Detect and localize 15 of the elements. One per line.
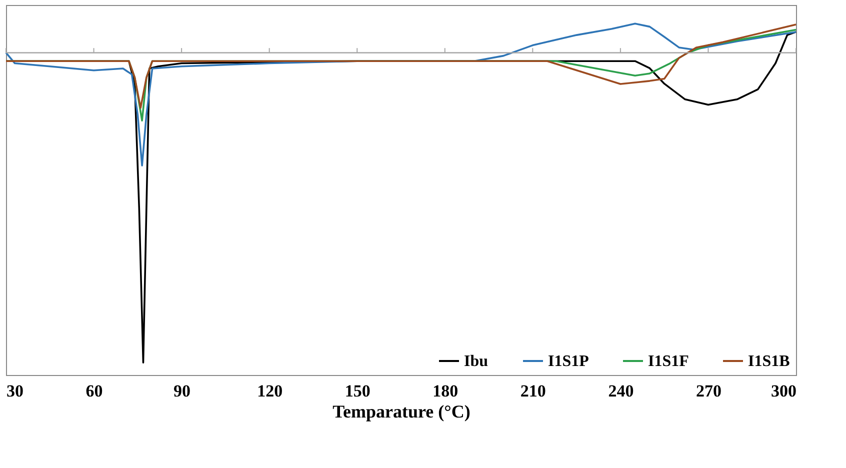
x-tick-label: 60 [86, 382, 103, 400]
x-tick-label: 240 [608, 382, 634, 400]
x-tick-label: 180 [432, 382, 458, 400]
legend-label: Ibu [464, 353, 488, 370]
x-tick-label: 300 [771, 382, 796, 400]
legend-label: I1S1P [548, 353, 590, 370]
x-tick-label: 270 [696, 382, 722, 400]
x-tick-label: 150 [344, 382, 370, 400]
legend-label: I1S1F [648, 353, 690, 370]
legend-label: I1S1B [748, 353, 790, 370]
x-tick-label: 30 [6, 382, 24, 400]
x-tick-label: 210 [520, 382, 546, 400]
x-tick-label: 90 [174, 382, 191, 400]
x-axis-title: Temparature (°C) [332, 402, 470, 422]
x-tick-label: 120 [257, 382, 283, 400]
